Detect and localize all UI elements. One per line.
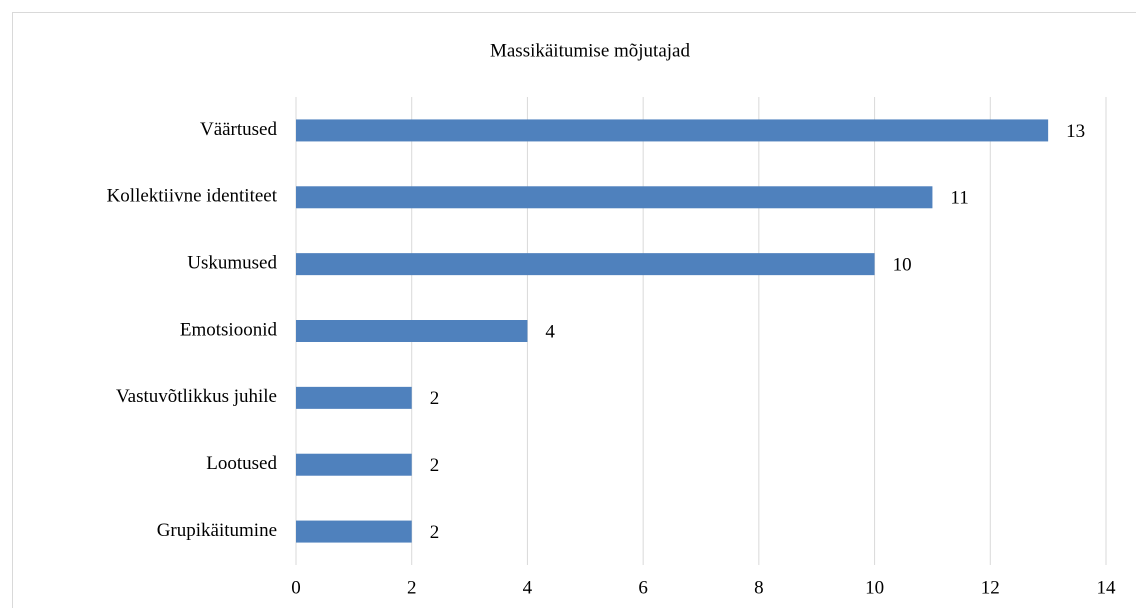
data-label: 10 bbox=[893, 255, 912, 276]
bar bbox=[296, 386, 412, 409]
bar bbox=[296, 253, 875, 276]
chart-frame bbox=[12, 12, 1136, 608]
data-label: 2 bbox=[430, 455, 440, 476]
x-tick-label: 12 bbox=[981, 577, 1000, 598]
bar bbox=[296, 453, 412, 476]
bar bbox=[296, 119, 1049, 142]
x-tick-label: 2 bbox=[407, 577, 417, 598]
x-tick-label: 8 bbox=[754, 577, 764, 598]
data-label: 11 bbox=[950, 188, 968, 209]
y-tick-label: Väärtused bbox=[200, 119, 278, 140]
bar bbox=[296, 320, 528, 342]
data-label: 13 bbox=[1066, 121, 1085, 142]
data-label: 2 bbox=[430, 388, 440, 409]
data-label: 2 bbox=[430, 522, 440, 543]
x-tick-label: 0 bbox=[291, 577, 301, 598]
y-tick-label: Emotsioonid bbox=[180, 319, 278, 340]
bar bbox=[296, 520, 412, 543]
data-label: 4 bbox=[545, 321, 555, 342]
x-tick-label: 4 bbox=[523, 577, 533, 598]
x-tick-label: 6 bbox=[638, 577, 648, 598]
x-tick-label: 10 bbox=[865, 577, 884, 598]
chart-title: Massikäitumise mõjutajad bbox=[490, 40, 691, 61]
bar bbox=[296, 186, 933, 209]
y-tick-label: Uskumused bbox=[187, 253, 277, 274]
y-tick-label: Grupikäitumine bbox=[157, 520, 277, 541]
x-tick-label: 14 bbox=[1097, 577, 1117, 598]
y-tick-label: Kollektiivne identiteet bbox=[107, 186, 278, 207]
y-tick-label: Lootused bbox=[206, 453, 277, 474]
y-tick-label: Vastuvõtlikkus juhile bbox=[116, 386, 277, 407]
